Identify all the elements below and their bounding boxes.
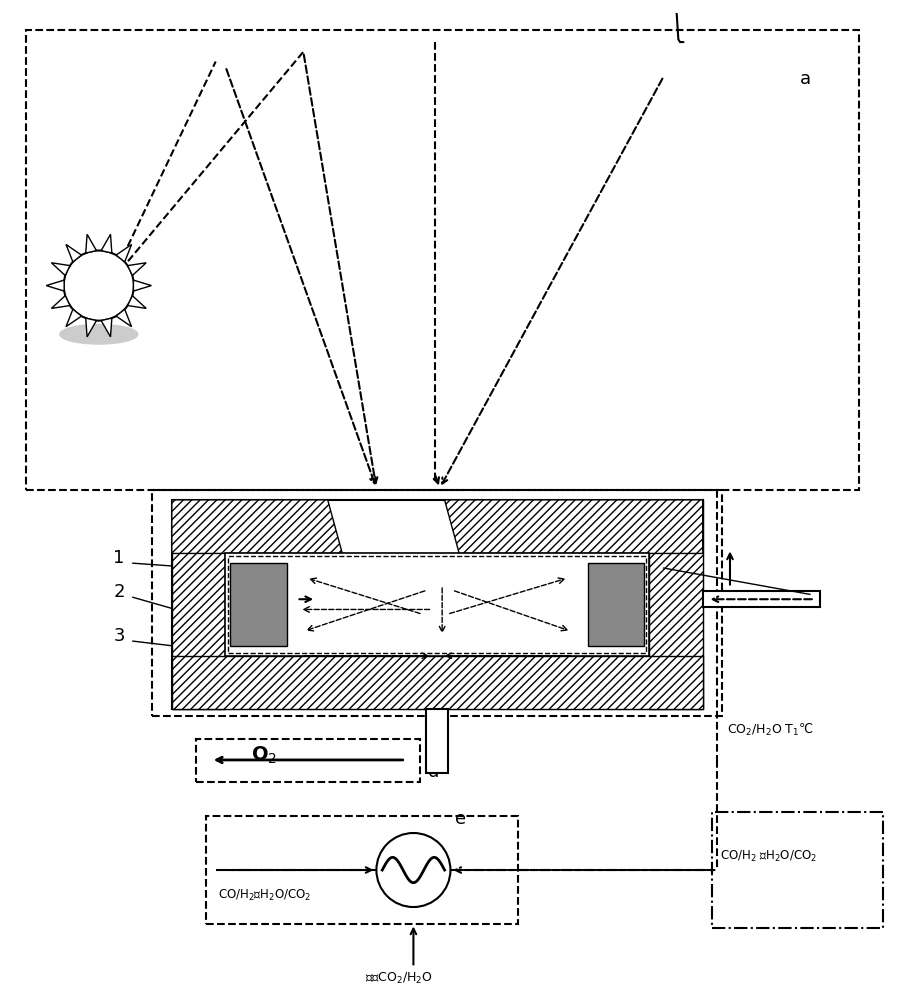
Text: CO/H$_2$ 及H$_2$O/CO$_2$: CO/H$_2$ 及H$_2$O/CO$_2$ xyxy=(720,849,817,864)
Circle shape xyxy=(376,833,450,907)
Polygon shape xyxy=(133,280,152,291)
Text: e: e xyxy=(456,810,467,828)
Polygon shape xyxy=(101,318,112,337)
Bar xyxy=(172,500,226,709)
Polygon shape xyxy=(172,500,342,553)
Bar xyxy=(230,563,287,646)
Bar xyxy=(712,812,883,928)
Text: c: c xyxy=(732,593,741,611)
Polygon shape xyxy=(66,309,81,327)
Polygon shape xyxy=(101,234,112,253)
Ellipse shape xyxy=(60,325,138,344)
Text: d: d xyxy=(428,763,439,781)
Bar xyxy=(172,656,703,709)
Text: 3: 3 xyxy=(113,627,125,645)
Text: 室温CO$_2$/H$_2$O: 室温CO$_2$/H$_2$O xyxy=(364,971,433,986)
Polygon shape xyxy=(445,500,703,553)
Bar xyxy=(172,500,703,709)
Polygon shape xyxy=(116,244,131,262)
Text: a: a xyxy=(800,70,812,88)
Polygon shape xyxy=(47,280,64,291)
Text: 2: 2 xyxy=(113,583,125,601)
Bar xyxy=(649,500,703,709)
Bar xyxy=(703,591,820,607)
Bar xyxy=(152,490,722,716)
Circle shape xyxy=(64,251,134,321)
Bar xyxy=(228,556,646,653)
Text: b: b xyxy=(666,546,678,564)
Text: CO$_2$/H$_2$O T$_1$℃: CO$_2$/H$_2$O T$_1$℃ xyxy=(727,722,813,738)
Polygon shape xyxy=(86,234,97,253)
Bar xyxy=(588,563,645,646)
Text: O$_2$: O$_2$ xyxy=(251,744,278,766)
Text: 1: 1 xyxy=(113,549,125,567)
Bar xyxy=(426,709,447,773)
Bar xyxy=(226,553,649,656)
Bar xyxy=(206,816,518,924)
Polygon shape xyxy=(51,296,70,308)
Polygon shape xyxy=(128,263,146,275)
Polygon shape xyxy=(51,263,70,275)
Polygon shape xyxy=(128,296,146,308)
Polygon shape xyxy=(66,244,81,262)
Bar xyxy=(26,30,858,490)
Bar xyxy=(196,739,420,782)
Polygon shape xyxy=(86,318,97,337)
Polygon shape xyxy=(116,309,131,327)
Text: CO/H$_2$及H$_2$O/CO$_2$: CO/H$_2$及H$_2$O/CO$_2$ xyxy=(217,888,311,903)
